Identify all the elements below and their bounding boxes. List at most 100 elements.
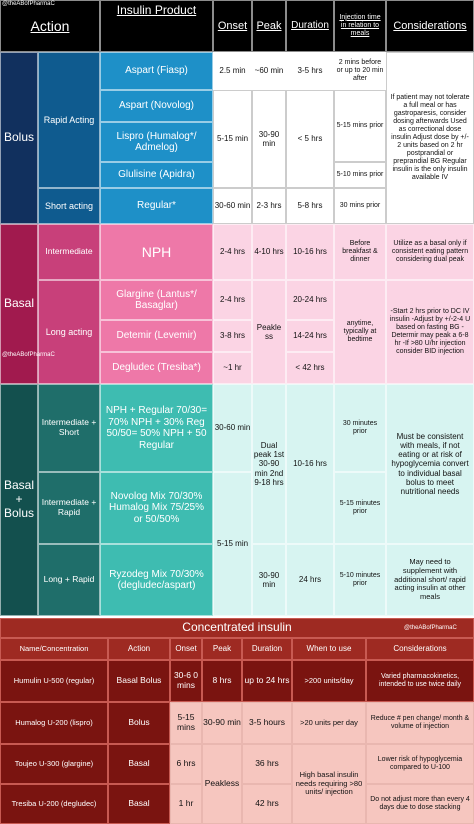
glargine-duration: 20-24 hrs bbox=[286, 280, 334, 320]
nph-injection: Before breakfast & dinner bbox=[334, 224, 386, 280]
product-ryzodeg-mix: Ryzodeg Mix 70/30% (degludec/aspart) bbox=[100, 544, 213, 616]
ryzodeg-duration: 24 hrs bbox=[286, 544, 334, 616]
rapid-onset: 5-15 min bbox=[213, 90, 252, 188]
novolog-humalog-injection: 5-15 minutes prior bbox=[334, 472, 386, 544]
humalog-u200-when: >20 units per day bbox=[292, 702, 366, 744]
product-degludec: Degludec (Tresiba*) bbox=[100, 352, 213, 384]
header-injection-time: Injection time in relation to meals bbox=[334, 0, 386, 52]
conc-header-peak: Peak bbox=[202, 638, 242, 660]
detemir-onset: 3-8 hrs bbox=[213, 320, 252, 352]
conc-header-action: Action bbox=[108, 638, 170, 660]
long-peak: Peakle ss bbox=[252, 280, 286, 384]
header-action: Action bbox=[0, 0, 100, 52]
intermediate-rapid-label: Intermediate + Rapid bbox=[38, 472, 100, 544]
header-peak: Peak bbox=[252, 0, 286, 52]
product-glulisine: Glulisine (Apidra) bbox=[100, 162, 213, 188]
mix-dual-peak: Dual peak 1st 30-90 min 2nd 9-18 hrs bbox=[252, 384, 286, 544]
rapid-injection-1: 5-15 mins prior bbox=[334, 90, 386, 162]
fiasp-onset: 2.5 min bbox=[213, 52, 252, 90]
product-aspart-novolog: Aspart (Novolog) bbox=[100, 90, 213, 122]
header-considerations: Considerations bbox=[386, 0, 474, 52]
product-aspart-fiasp: Aspart (Fiasp) bbox=[100, 52, 213, 90]
humulin-u500-peak: 8 hrs bbox=[202, 660, 242, 702]
product-glargine: Glargine (Lantus*/ Basaglar) bbox=[100, 280, 213, 320]
toujeo-u300-onset: 6 hrs bbox=[170, 744, 202, 784]
product-regular: Regular* bbox=[100, 188, 213, 224]
fiasp-duration: 3-5 hrs bbox=[286, 52, 334, 90]
rapid-injection-2: 5-10 mins prior bbox=[334, 162, 386, 188]
humalog-u200-action: Bolus bbox=[108, 702, 170, 744]
conc-header-name: Name/Concentration bbox=[0, 638, 108, 660]
humulin-u500-onset: 30-6 0 mins bbox=[170, 660, 202, 702]
header-product: Insulin Product bbox=[100, 0, 213, 52]
short-acting-label: Short acting bbox=[38, 188, 100, 224]
watermark-top: @theABofPharmaC bbox=[2, 1, 55, 7]
ryzodeg-injection: 5-10 minutes prior bbox=[334, 544, 386, 616]
rapid-acting-label: Rapid Acting bbox=[38, 52, 100, 188]
bolus-section-label: Bolus bbox=[0, 52, 38, 224]
nph-onset: 2-4 hrs bbox=[213, 224, 252, 280]
conc-shared-when: High basal insulin needs requiring >80 u… bbox=[292, 744, 366, 824]
long-injection: anytime, typically at bedtime bbox=[334, 280, 386, 384]
humalog-u200-duration: 3-5 hours bbox=[242, 702, 292, 744]
concentrated-title: Concentrated insulin bbox=[0, 618, 474, 638]
conc-shared-peak: Peakless bbox=[202, 744, 242, 824]
detemir-duration: 14-24 hrs bbox=[286, 320, 334, 352]
basal-bolus-section-label: Basal + Bolus bbox=[0, 384, 38, 616]
conc-header-when: When to use bbox=[292, 638, 366, 660]
intermediate-short-label: Intermediate + Short bbox=[38, 384, 100, 472]
ryzodeg-peak: 30-90 min bbox=[252, 544, 286, 616]
toujeo-u300-duration: 36 hrs bbox=[242, 744, 292, 784]
humalog-u200-considerations: Reduce # pen change/ month & volume of i… bbox=[366, 702, 474, 744]
short-onset: 30-60 min bbox=[213, 188, 252, 224]
toujeo-u300-considerations: Lower risk of hypoglycemia compared to U… bbox=[366, 744, 474, 784]
basal-section-label: Basal bbox=[0, 224, 38, 384]
intermediate-label: Intermediate bbox=[38, 224, 100, 280]
humulin-u500-considerations: Varied pharmacokinetics, intended to use… bbox=[366, 660, 474, 702]
watermark-basal: @theABofPharmaC bbox=[2, 352, 55, 358]
humulin-u500-name: Humulin U-500 (regular) bbox=[0, 660, 108, 702]
conc-header-onset: Onset bbox=[170, 638, 202, 660]
watermark-concentrated: @theABofPharmaC bbox=[404, 625, 457, 631]
humulin-u500-duration: up to 24 hrs bbox=[242, 660, 292, 702]
long-considerations: -Start 2 hrs prior to DC IV insulin -Adj… bbox=[386, 280, 474, 384]
humulin-u500-when: >200 units/day bbox=[292, 660, 366, 702]
mix-considerations-2: May need to supplement with additional s… bbox=[386, 544, 474, 616]
rapid-duration: < 5 hrs bbox=[286, 90, 334, 188]
product-nph-regular-mix: NPH + Regular 70/30= 70% NPH + 30% Reg 5… bbox=[100, 384, 213, 472]
nph-considerations: Utilize as a basal only if consistent ea… bbox=[386, 224, 474, 280]
tresiba-u200-duration: 42 hrs bbox=[242, 784, 292, 824]
short-duration: 5-8 hrs bbox=[286, 188, 334, 224]
humalog-u200-peak: 30-90 min bbox=[202, 702, 242, 744]
humulin-u500-action: Basal Bolus bbox=[108, 660, 170, 702]
tresiba-u200-action: Basal bbox=[108, 784, 170, 824]
tresiba-u200-considerations: Do not adjust more than every 4 days due… bbox=[366, 784, 474, 824]
header-duration: Duration bbox=[286, 0, 334, 52]
fiasp-injection: 2 mins before or up to 20 min after bbox=[334, 52, 386, 90]
nph-peak: 4-10 hrs bbox=[252, 224, 286, 280]
bolus-considerations: If patient may not tolerate a full meal … bbox=[386, 52, 474, 224]
nph-duration: 10-16 hrs bbox=[286, 224, 334, 280]
toujeo-u300-name: Toujeo U-300 (glargine) bbox=[0, 744, 108, 784]
tresiba-u200-onset: 1 hr bbox=[170, 784, 202, 824]
humalog-u200-onset: 5-15 mins bbox=[170, 702, 202, 744]
fiasp-peak: ~60 min bbox=[252, 52, 286, 90]
mix-rapid-onset: 5-15 min bbox=[213, 472, 252, 616]
product-detemir: Detemir (Levemir) bbox=[100, 320, 213, 352]
tresiba-u200-name: Tresiba U-200 (degludec) bbox=[0, 784, 108, 824]
product-nph: NPH bbox=[100, 224, 213, 280]
conc-header-considerations: Considerations bbox=[366, 638, 474, 660]
mix-considerations-1: Must be consistent with meals, if not ea… bbox=[386, 384, 474, 544]
humalog-u200-name: Humalog U-200 (lispro) bbox=[0, 702, 108, 744]
conc-header-duration: Duration bbox=[242, 638, 292, 660]
rapid-peak: 30-90 min bbox=[252, 90, 286, 188]
glargine-onset: 2-4 hrs bbox=[213, 280, 252, 320]
product-novolog-humalog-mix: Novolog Mix 70/30% Humalog Mix 75/25% or… bbox=[100, 472, 213, 544]
degludec-duration: < 42 hrs bbox=[286, 352, 334, 384]
short-peak: 2-3 hrs bbox=[252, 188, 286, 224]
long-acting-label: Long acting bbox=[38, 280, 100, 384]
nph-regular-injection: 30 minutes prior bbox=[334, 384, 386, 472]
toujeo-u300-action: Basal bbox=[108, 744, 170, 784]
nph-regular-onset: 30-60 min bbox=[213, 384, 252, 472]
product-lispro: Lispro (Humalog*/ Admelog) bbox=[100, 122, 213, 162]
